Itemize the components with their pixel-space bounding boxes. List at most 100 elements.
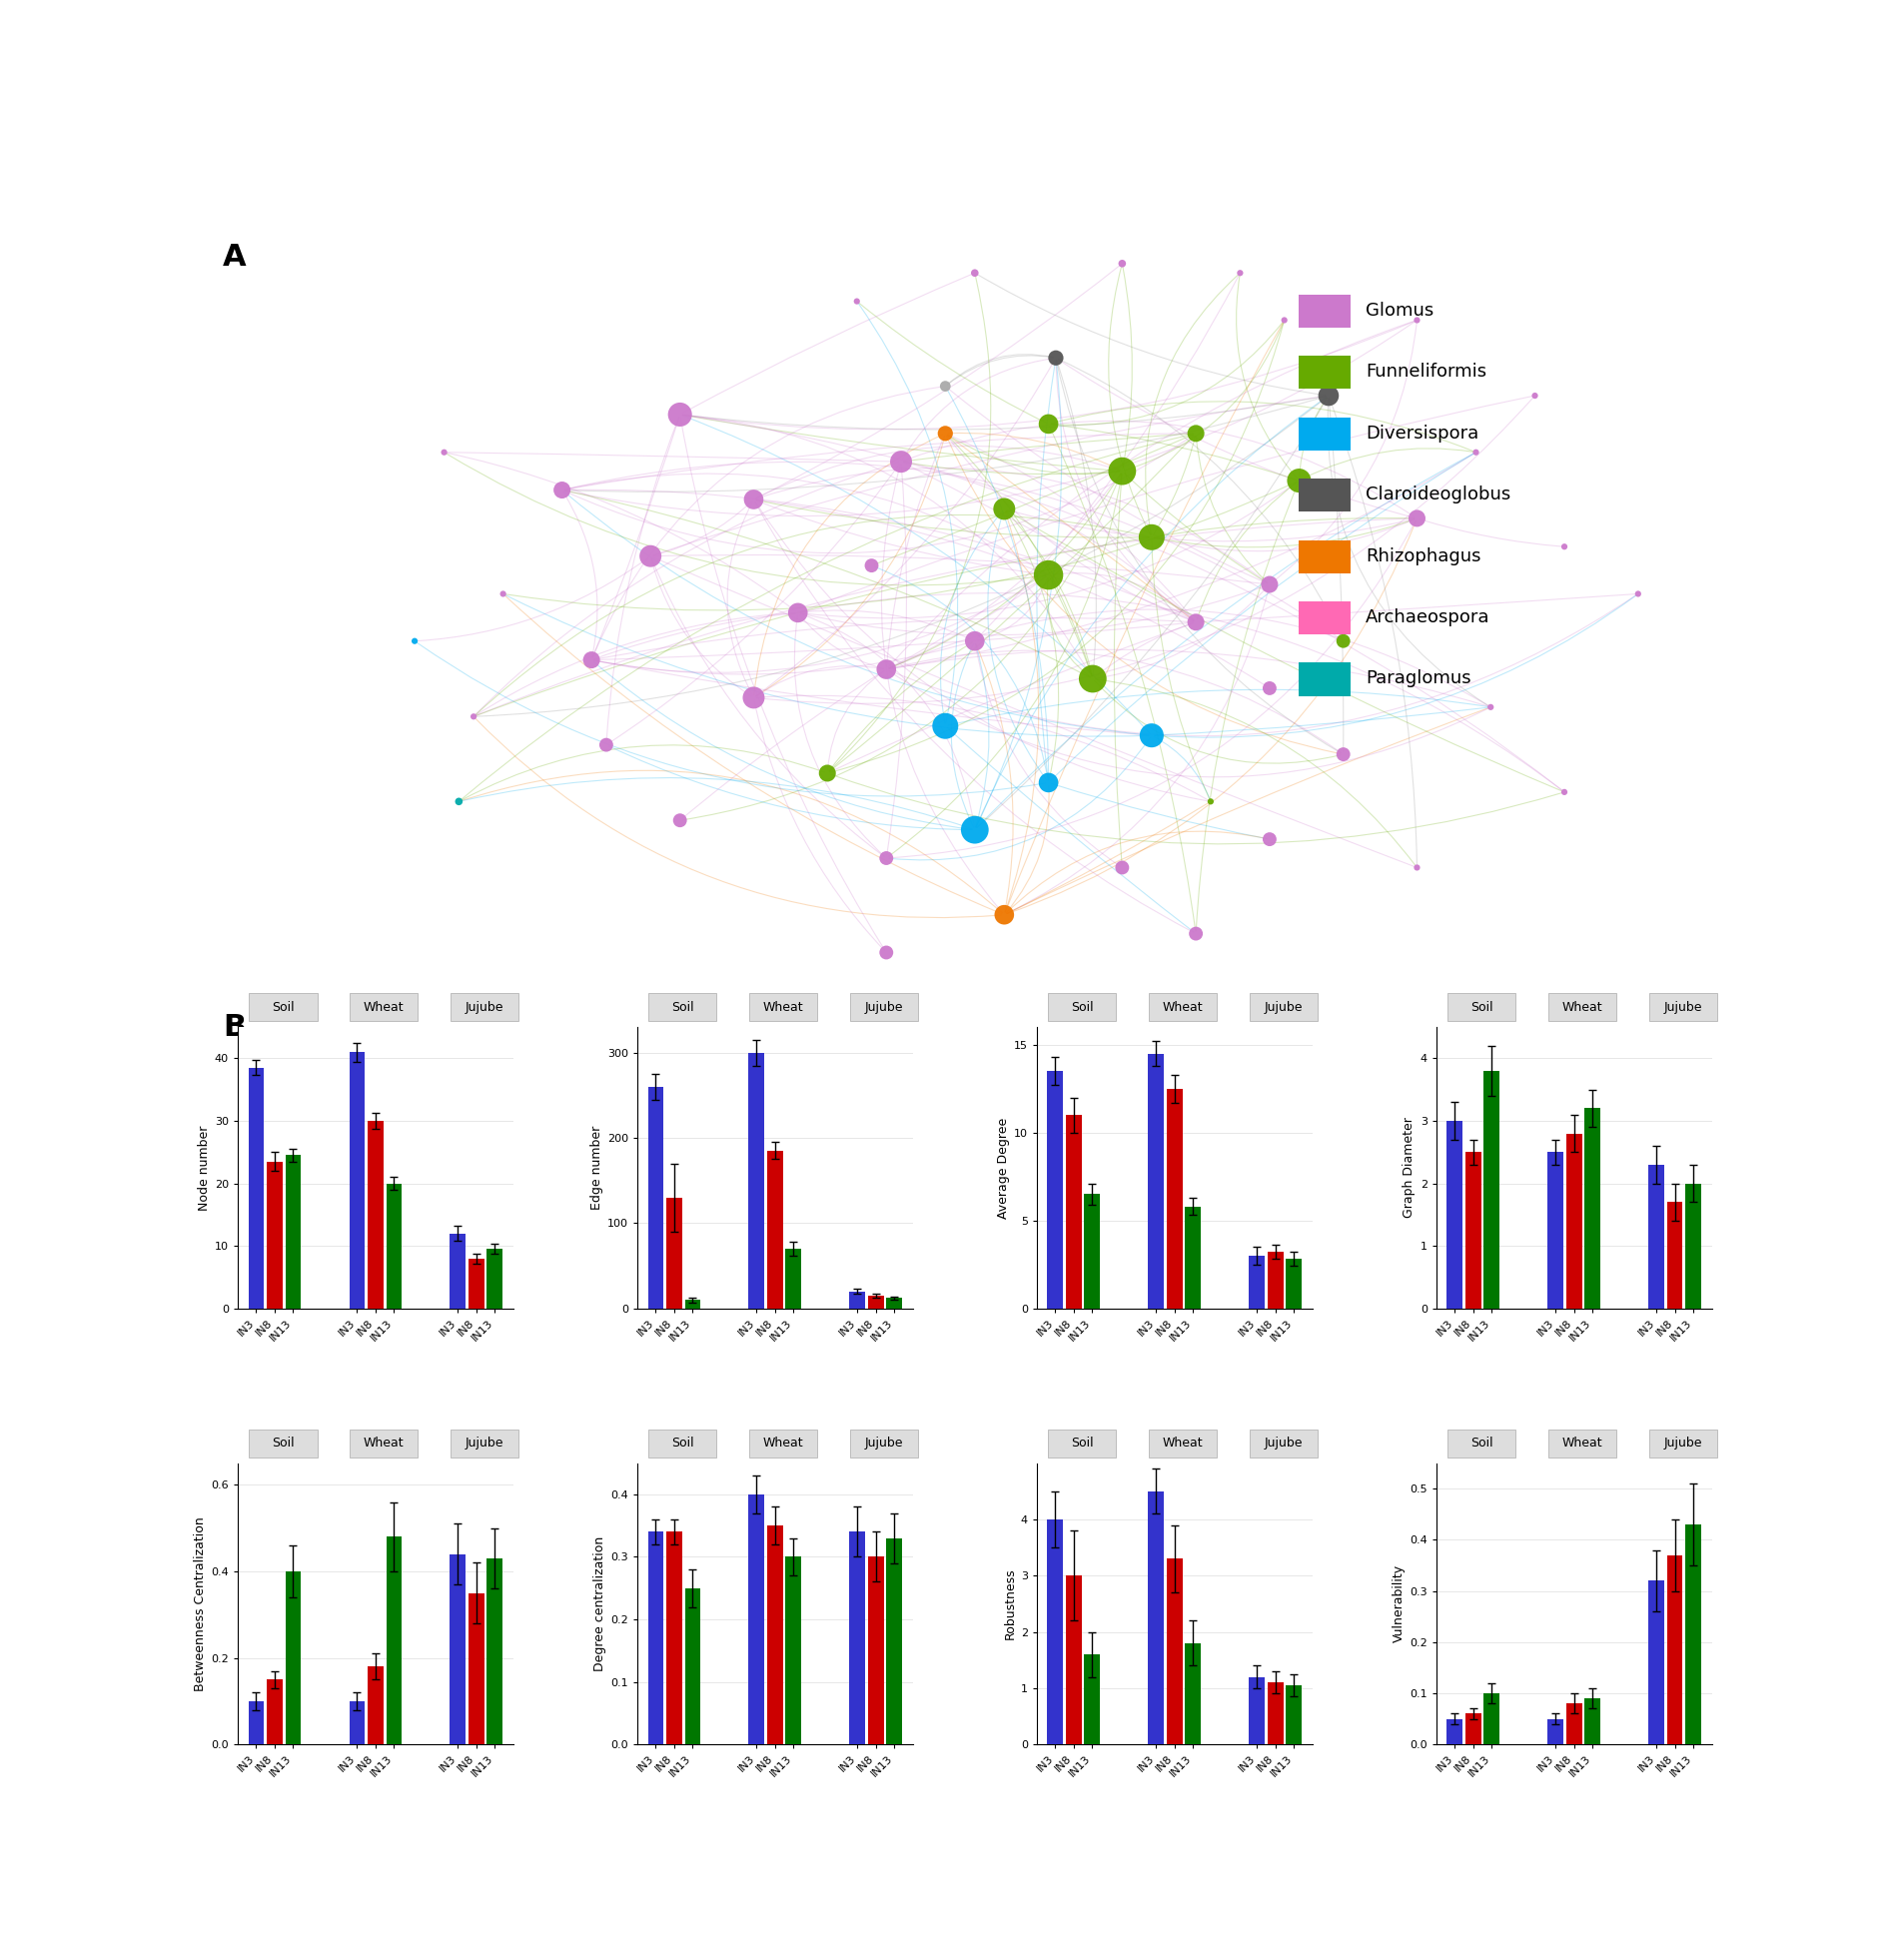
Bar	[350, 1701, 365, 1744]
FancyBboxPatch shape	[451, 1429, 519, 1458]
Point	[1550, 531, 1581, 563]
Bar	[1649, 1580, 1664, 1744]
Bar	[1250, 1256, 1265, 1309]
Point	[1328, 625, 1358, 657]
Text: Diversispora: Diversispora	[1366, 425, 1478, 443]
Bar	[1048, 1519, 1063, 1744]
Bar	[1048, 1070, 1063, 1309]
FancyBboxPatch shape	[1299, 417, 1350, 451]
Point	[576, 645, 607, 676]
Point	[1040, 343, 1071, 374]
Point	[738, 484, 768, 515]
Text: Jujube: Jujube	[466, 1437, 504, 1450]
Bar	[1548, 1152, 1563, 1309]
Bar	[1250, 1678, 1265, 1744]
Bar	[1166, 1088, 1183, 1309]
Point	[989, 900, 1019, 931]
Text: Soil: Soil	[1470, 1002, 1493, 1013]
Bar	[1286, 1258, 1301, 1309]
Point	[1622, 578, 1653, 610]
Point	[666, 398, 696, 429]
FancyBboxPatch shape	[1250, 994, 1318, 1021]
Bar	[886, 1298, 902, 1309]
FancyBboxPatch shape	[1149, 994, 1217, 1021]
Text: Wheat: Wheat	[363, 1437, 403, 1450]
FancyBboxPatch shape	[1299, 541, 1350, 572]
Point	[458, 702, 489, 733]
Point	[1033, 766, 1063, 798]
FancyBboxPatch shape	[1250, 1429, 1318, 1458]
FancyBboxPatch shape	[1149, 1429, 1217, 1458]
Bar	[749, 1494, 765, 1744]
Bar	[487, 1249, 502, 1309]
FancyBboxPatch shape	[1048, 1429, 1116, 1458]
Y-axis label: Betweenness Centralization: Betweenness Centralization	[194, 1517, 207, 1691]
Text: Jujube: Jujube	[865, 1437, 903, 1450]
Y-axis label: Average Degree: Average Degree	[997, 1117, 1010, 1219]
Y-axis label: Graph Diameter: Graph Diameter	[1404, 1117, 1415, 1217]
Text: Soil: Soil	[1071, 1437, 1094, 1450]
Bar	[1685, 1525, 1700, 1744]
Point	[1284, 465, 1314, 496]
Bar	[1465, 1713, 1482, 1744]
Point	[1255, 672, 1286, 704]
FancyBboxPatch shape	[649, 1429, 717, 1458]
Bar	[1685, 1184, 1700, 1309]
Bar	[1149, 1053, 1164, 1309]
Bar	[1267, 1252, 1284, 1309]
FancyBboxPatch shape	[1649, 1429, 1718, 1458]
Point	[738, 682, 768, 713]
FancyBboxPatch shape	[1447, 994, 1516, 1021]
Point	[961, 625, 991, 657]
Point	[1314, 380, 1345, 412]
Point	[1107, 853, 1137, 884]
Point	[871, 655, 902, 686]
Bar	[367, 1121, 384, 1309]
FancyBboxPatch shape	[249, 994, 318, 1021]
Bar	[1484, 1070, 1499, 1309]
Bar	[249, 1701, 264, 1744]
Bar	[1584, 1107, 1600, 1309]
Bar	[266, 1162, 283, 1309]
Bar	[468, 1258, 485, 1309]
Bar	[649, 1086, 664, 1309]
Bar	[367, 1666, 384, 1744]
Point	[961, 813, 991, 845]
Text: Soil: Soil	[671, 1002, 694, 1013]
Bar	[285, 1572, 301, 1744]
Bar	[850, 1292, 865, 1309]
FancyBboxPatch shape	[749, 994, 818, 1021]
Bar	[786, 1556, 801, 1744]
Y-axis label: Node number: Node number	[198, 1125, 211, 1211]
Point	[487, 578, 517, 610]
Point	[1137, 521, 1168, 553]
Bar	[666, 1533, 683, 1744]
Y-axis label: Vulnerability: Vulnerability	[1392, 1564, 1406, 1642]
Bar	[850, 1533, 865, 1744]
FancyBboxPatch shape	[1299, 662, 1350, 696]
Point	[886, 447, 917, 478]
Bar	[666, 1198, 683, 1309]
FancyBboxPatch shape	[249, 1429, 318, 1458]
Bar	[1666, 1554, 1683, 1744]
Text: Soil: Soil	[1470, 1437, 1493, 1450]
Bar	[1465, 1152, 1482, 1309]
Text: Wheat: Wheat	[1162, 1437, 1204, 1450]
Bar	[266, 1680, 283, 1744]
Bar	[1447, 1121, 1463, 1309]
Bar	[867, 1556, 884, 1744]
Bar	[1565, 1703, 1582, 1744]
FancyBboxPatch shape	[1299, 478, 1350, 512]
Bar	[1185, 1642, 1200, 1744]
Bar	[468, 1593, 485, 1744]
Text: Soil: Soil	[272, 1437, 295, 1450]
Point	[635, 541, 666, 572]
Point	[989, 494, 1019, 525]
Bar	[285, 1154, 301, 1309]
Point	[1402, 304, 1432, 335]
Y-axis label: Edge number: Edge number	[590, 1125, 603, 1209]
Point	[856, 551, 886, 582]
Text: Jujube: Jujube	[1664, 1002, 1702, 1013]
Point	[443, 786, 474, 817]
Text: Soil: Soil	[1071, 1002, 1094, 1013]
